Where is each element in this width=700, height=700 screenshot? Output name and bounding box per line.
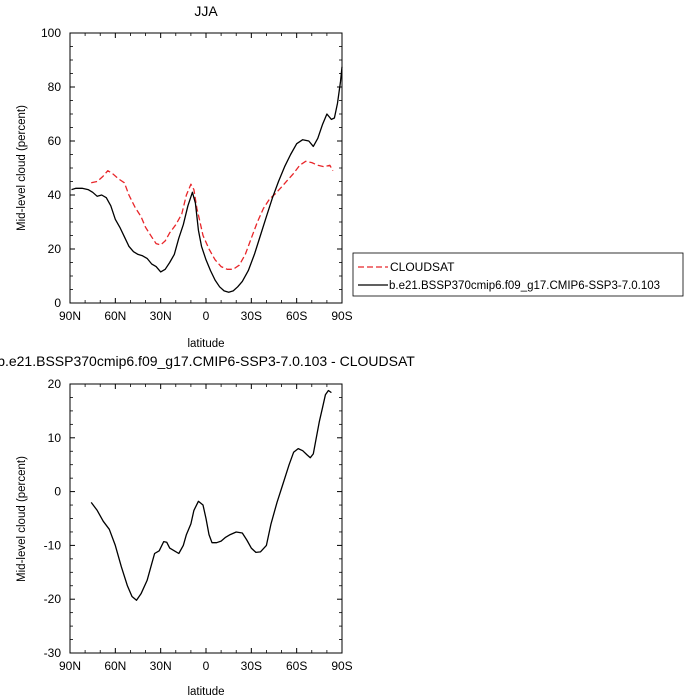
- x-tick-label: 30S: [241, 659, 262, 673]
- chart-2-xlabel: latitude: [187, 686, 224, 698]
- x-tick-label: 90S: [331, 659, 352, 673]
- x-tick-label: 90N: [59, 659, 81, 673]
- chart-1-series-group: [71, 66, 343, 293]
- chart-1-axes: 90N 60N 30N 0 30S 60S 90S 0 20 40 60 80 100: [41, 26, 353, 323]
- chart-2-series-group: [90, 389, 332, 601]
- series-line-2-1: [90, 389, 332, 601]
- legend-label-cloudsat: CLOUDSAT: [390, 260, 455, 274]
- x-tick-label: 30S: [241, 309, 262, 323]
- chart-1-title: JJA: [194, 3, 218, 19]
- chart-1-xlabel: latitude: [187, 338, 224, 350]
- x-tick-label: 0: [203, 309, 210, 323]
- y-tick-label: 0: [54, 296, 61, 310]
- y-tick-label: 40: [48, 188, 62, 202]
- y-tick-label: -10: [44, 538, 62, 552]
- y-tick-label: -20: [44, 592, 62, 606]
- x-tick-label: 90S: [331, 309, 352, 323]
- y-tick-label: 10: [48, 431, 62, 445]
- chart-2-title: b.e21.BSSP370cmip6.f09_g17.CMIP6-SSP3-7.…: [0, 353, 415, 369]
- chart-1-ylabel: Mid-level cloud (percent): [16, 105, 28, 231]
- y-tick-label: 20: [48, 377, 62, 391]
- x-tick-label: 60N: [104, 659, 126, 673]
- legend-label-model: b.e21.BSSP370cmip6.f09_g17.CMIP6-SSP3-7.…: [389, 280, 660, 292]
- series-line-1-2: [71, 66, 343, 293]
- x-tick-label: 60N: [104, 309, 126, 323]
- y-tick-label: 0: [54, 485, 61, 499]
- chart-2-frame: [69, 383, 343, 654]
- y-tick-label: 80: [48, 80, 62, 94]
- legend-box: [352, 252, 684, 297]
- x-tick-label: 0: [203, 659, 210, 673]
- chart-1-frame: [69, 32, 343, 304]
- y-tick-label: 100: [41, 26, 61, 40]
- x-tick-label: 60S: [286, 659, 307, 673]
- x-tick-label: 60S: [286, 309, 307, 323]
- chart-2-axes: 90N 60N 30N 0 30S 60S 90S -30 -20 -10 0 10 20: [44, 377, 353, 673]
- x-tick-label: 30N: [150, 309, 172, 323]
- y-tick-label: -30: [44, 646, 62, 660]
- x-tick-label: 90N: [59, 309, 81, 323]
- y-tick-label: 60: [48, 134, 62, 148]
- legend: CLOUDSAT b.e21.BSSP370cmip6.f09_g17.CMIP…: [352, 252, 684, 297]
- series-line-1-1: [91, 160, 334, 270]
- x-tick-label: 30N: [150, 659, 172, 673]
- chart-2-ylabel: Mid-level cloud (percent): [16, 456, 28, 582]
- y-tick-label: 20: [48, 242, 62, 256]
